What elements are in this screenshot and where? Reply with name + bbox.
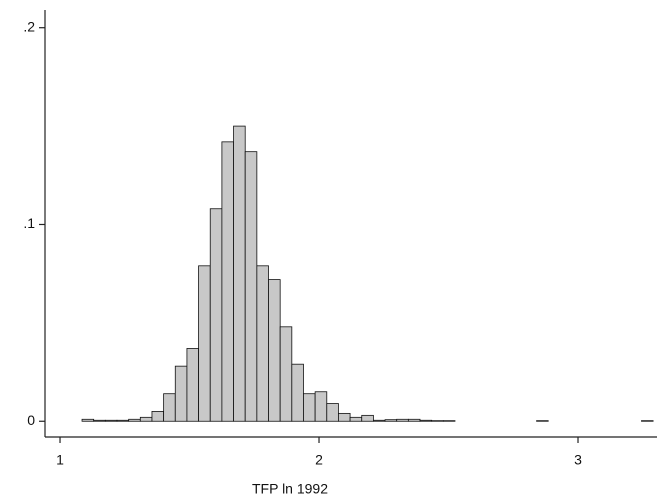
bar xyxy=(268,279,281,422)
bar xyxy=(431,420,444,422)
bar xyxy=(198,265,211,422)
bar xyxy=(314,391,328,422)
bar xyxy=(186,348,199,422)
x-axis-label: TFP ln 1992 xyxy=(252,481,328,497)
bar xyxy=(361,414,374,422)
bar xyxy=(419,419,433,422)
bar xyxy=(221,141,234,422)
bar xyxy=(116,419,130,422)
bar xyxy=(641,420,654,422)
bar xyxy=(139,416,153,422)
bar xyxy=(396,418,409,422)
bar xyxy=(244,151,258,422)
bar xyxy=(373,419,386,422)
bar xyxy=(163,393,176,422)
bar xyxy=(303,393,316,422)
y-tick-label: .2 xyxy=(23,18,35,34)
bar xyxy=(338,412,351,422)
bar xyxy=(128,418,141,422)
bar xyxy=(279,326,293,422)
bar xyxy=(256,265,269,422)
bar xyxy=(442,420,456,422)
x-tick-label: 3 xyxy=(574,452,582,468)
bar xyxy=(326,403,339,422)
y-tick-label: 0 xyxy=(27,412,35,428)
x-tick-label: 1 xyxy=(56,452,64,468)
bar xyxy=(536,420,549,422)
bar xyxy=(384,419,398,422)
bar xyxy=(104,419,118,422)
bar xyxy=(291,363,304,422)
y-tick-label: .1 xyxy=(23,215,35,231)
bar xyxy=(81,418,95,422)
x-tick-label: 2 xyxy=(315,452,323,468)
bar xyxy=(93,419,106,422)
bar xyxy=(151,411,165,422)
bar xyxy=(233,125,246,422)
bar xyxy=(174,365,188,422)
bar xyxy=(349,416,363,422)
bar xyxy=(407,418,421,422)
bar xyxy=(209,208,223,422)
